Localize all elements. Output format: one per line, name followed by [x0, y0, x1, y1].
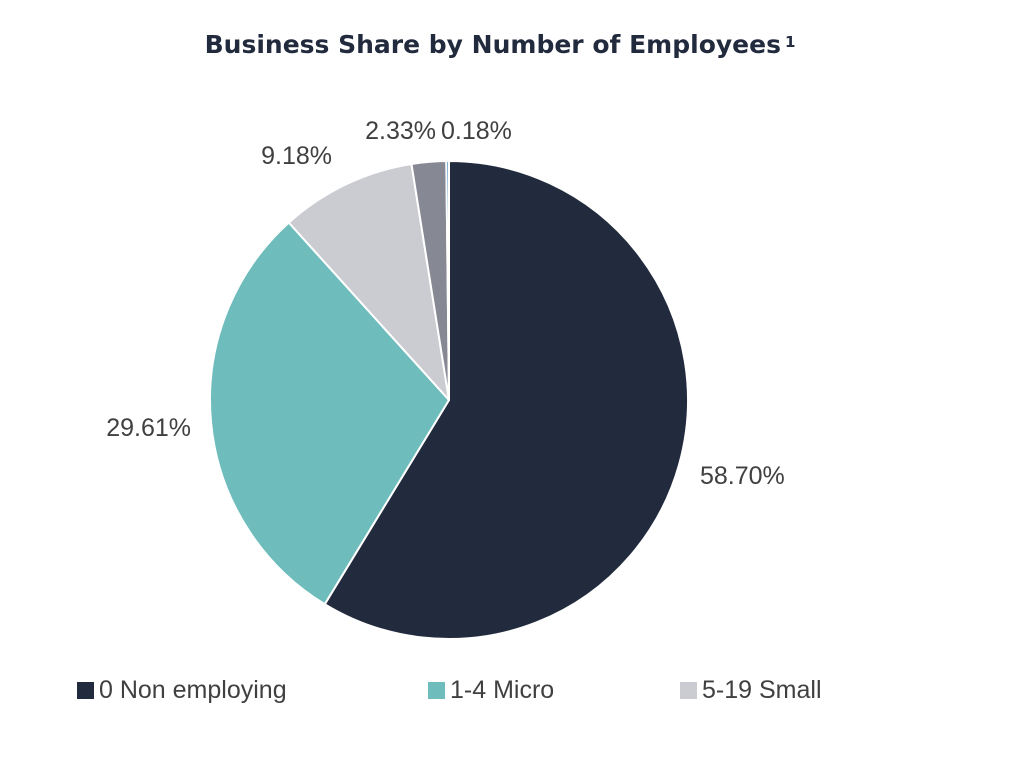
- data-label-non-employing: 58.70%: [700, 462, 785, 490]
- legend-swatch-non-employing: [77, 682, 94, 699]
- data-label-micro: 29.61%: [106, 414, 191, 442]
- title-footnote-marker: 1: [784, 33, 796, 51]
- pie-slice-non-employing: [323, 160, 689, 640]
- legend-item-micro: 1-4 Micro: [428, 676, 554, 705]
- legend-label-small: 5-19 Small: [702, 676, 822, 704]
- chart-title: Business Share by Number of Employees 1: [0, 30, 1000, 59]
- legend-item-small: 5-19 Small: [680, 676, 822, 705]
- legend-label-non-employing: 0 Non employing: [99, 676, 287, 704]
- pie-slice-large: [445, 159, 450, 401]
- legend-item-non-employing: 0 Non employing: [77, 676, 287, 705]
- chart-legend: 0 Non employing 1-4 Micro 5-19 Small: [0, 676, 1024, 712]
- data-label-large: 0.18%: [441, 117, 512, 145]
- pie-slice-small: [287, 162, 450, 401]
- legend-swatch-small: [680, 682, 697, 699]
- legend-label-micro: 1-4 Micro: [450, 676, 555, 704]
- pie-slice-micro: [209, 221, 450, 606]
- data-label-small: 9.18%: [261, 142, 332, 170]
- chart-title-text: Business Share by Number of Employees: [204, 30, 781, 59]
- legend-swatch-micro: [428, 682, 445, 699]
- pie-data-labels: 58.70% 29.61% 9.18% 2.33% 0.18%: [106, 117, 785, 490]
- data-label-medium: 2.33%: [365, 117, 436, 145]
- pie-slices: [209, 159, 689, 640]
